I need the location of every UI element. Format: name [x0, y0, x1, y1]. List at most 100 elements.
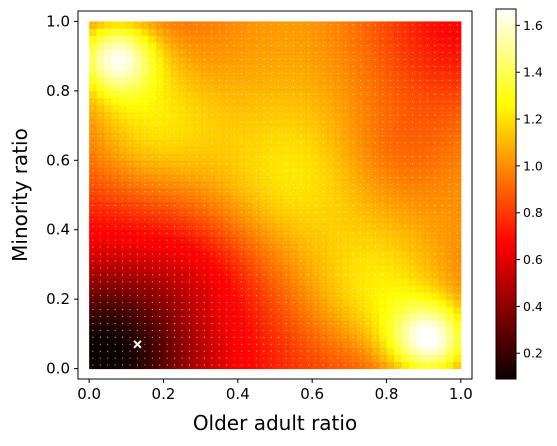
- grid-dot: [159, 309, 160, 310]
- grid-dot: [182, 288, 183, 289]
- grid-dot: [300, 31, 301, 32]
- grid-dot: [360, 73, 361, 74]
- grid-dot: [323, 24, 324, 25]
- grid-dot: [434, 87, 435, 88]
- grid-dot: [241, 274, 242, 275]
- grid-dot: [115, 31, 116, 32]
- grid-dot: [390, 122, 391, 123]
- grid-dot: [412, 344, 413, 345]
- grid-dot: [300, 253, 301, 254]
- grid-dot: [211, 247, 212, 248]
- grid-dot: [144, 233, 145, 234]
- grid-dot: [449, 128, 450, 129]
- grid-dot: [412, 226, 413, 227]
- grid-dot: [323, 344, 324, 345]
- grid-dot: [159, 295, 160, 296]
- grid-dot: [360, 170, 361, 171]
- grid-dot: [204, 115, 205, 116]
- grid-dot: [271, 323, 272, 324]
- grid-dot: [234, 205, 235, 206]
- grid-dot: [219, 101, 220, 102]
- grid-dot: [457, 142, 458, 143]
- grid-dot: [211, 80, 212, 81]
- grid-dot: [115, 156, 116, 157]
- grid-dot: [129, 260, 130, 261]
- grid-dot: [115, 260, 116, 261]
- grid-dot: [375, 260, 376, 261]
- grid-dot: [271, 191, 272, 192]
- grid-dot: [92, 274, 93, 275]
- grid-dot: [159, 274, 160, 275]
- grid-dot: [434, 337, 435, 338]
- grid-dot: [167, 309, 168, 310]
- grid-dot: [315, 73, 316, 74]
- grid-dot: [300, 59, 301, 60]
- grid-dot: [92, 247, 93, 248]
- grid-dot: [248, 80, 249, 81]
- grid-dot: [300, 38, 301, 39]
- grid-dot: [100, 365, 101, 366]
- grid-dot: [338, 281, 339, 282]
- grid-dot: [345, 38, 346, 39]
- grid-dot: [241, 247, 242, 248]
- grid-dot: [390, 66, 391, 67]
- grid-dot: [367, 135, 368, 136]
- grid-dot: [204, 226, 205, 227]
- grid-dot: [308, 344, 309, 345]
- grid-dot: [397, 87, 398, 88]
- grid-dot: [412, 288, 413, 289]
- grid-dot: [286, 288, 287, 289]
- grid-dot: [375, 226, 376, 227]
- grid-dot: [397, 45, 398, 46]
- grid-dot: [137, 73, 138, 74]
- grid-dot: [330, 177, 331, 178]
- grid-dot: [419, 274, 420, 275]
- grid-dot: [382, 163, 383, 164]
- grid-dot: [256, 330, 257, 331]
- grid-dot: [115, 198, 116, 199]
- grid-dot: [115, 66, 116, 67]
- grid-dot: [115, 267, 116, 268]
- grid-dot: [129, 87, 130, 88]
- grid-dot: [241, 177, 242, 178]
- grid-dot: [152, 247, 153, 248]
- grid-dot: [419, 267, 420, 268]
- grid-dot: [412, 177, 413, 178]
- grid-dot: [219, 330, 220, 331]
- grid-dot: [137, 253, 138, 254]
- grid-dot: [375, 288, 376, 289]
- grid-dot: [211, 66, 212, 67]
- grid-dot: [412, 337, 413, 338]
- grid-dot: [115, 135, 116, 136]
- grid-dot: [449, 295, 450, 296]
- grid-dot: [353, 177, 354, 178]
- grid-dot: [412, 170, 413, 171]
- grid-dot: [382, 260, 383, 261]
- grid-dot: [278, 184, 279, 185]
- grid-dot: [167, 323, 168, 324]
- grid-dot: [196, 149, 197, 150]
- grid-dot: [300, 233, 301, 234]
- grid-dot: [353, 66, 354, 67]
- grid-dot: [442, 295, 443, 296]
- grid-dot: [129, 344, 130, 345]
- grid-dot: [152, 260, 153, 261]
- grid-dot: [300, 344, 301, 345]
- grid-dot: [278, 330, 279, 331]
- grid-dot: [323, 198, 324, 199]
- grid-dot: [286, 330, 287, 331]
- grid-dot: [397, 177, 398, 178]
- grid-dot: [122, 337, 123, 338]
- grid-dot: [263, 66, 264, 67]
- grid-dot: [211, 128, 212, 129]
- grid-dot: [449, 198, 450, 199]
- grid-dot: [263, 149, 264, 150]
- grid-dot: [182, 108, 183, 109]
- grid-dot: [115, 108, 116, 109]
- grid-dot: [100, 191, 101, 192]
- grid-dot: [375, 108, 376, 109]
- grid-dot: [189, 240, 190, 241]
- grid-dot: [293, 226, 294, 227]
- grid-dot: [174, 66, 175, 67]
- grid-dot: [122, 80, 123, 81]
